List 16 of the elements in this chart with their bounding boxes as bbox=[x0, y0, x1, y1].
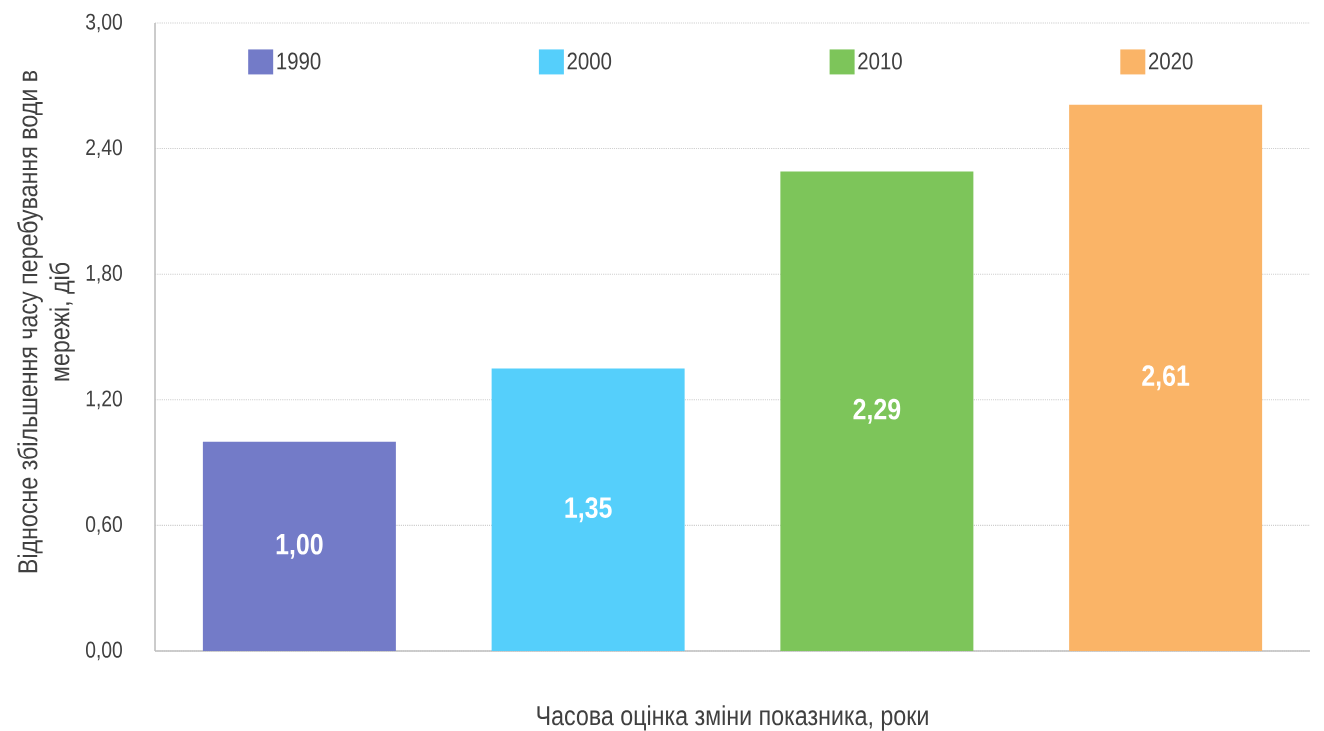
legend-label: 2000 bbox=[567, 52, 612, 70]
y-tick-label: 2,40 bbox=[86, 139, 122, 158]
x-axis-title: Часова оцінка зміни показника, роки bbox=[537, 705, 928, 731]
y-tick-label: 0,00 bbox=[86, 641, 122, 661]
data-label: 2,61 bbox=[1142, 365, 1190, 391]
y-tick-label: 1,20 bbox=[86, 390, 122, 410]
y-tick-label: 0,60 bbox=[86, 516, 122, 535]
legend-label: 1990 bbox=[277, 52, 321, 70]
data-label: 2,29 bbox=[853, 398, 901, 424]
y-tick-label: 1,80 bbox=[86, 264, 122, 284]
legend-label: 2020 bbox=[1149, 52, 1193, 70]
data-label: 1,35 bbox=[565, 497, 612, 523]
legend-label: 2010 bbox=[858, 52, 902, 70]
y-tick-label: 3,00 bbox=[85, 13, 122, 33]
data-label: 1,00 bbox=[276, 533, 323, 559]
y-axis-title: Відносне збільшення часу перебування води в мережі, діб bbox=[17, 70, 75, 573]
